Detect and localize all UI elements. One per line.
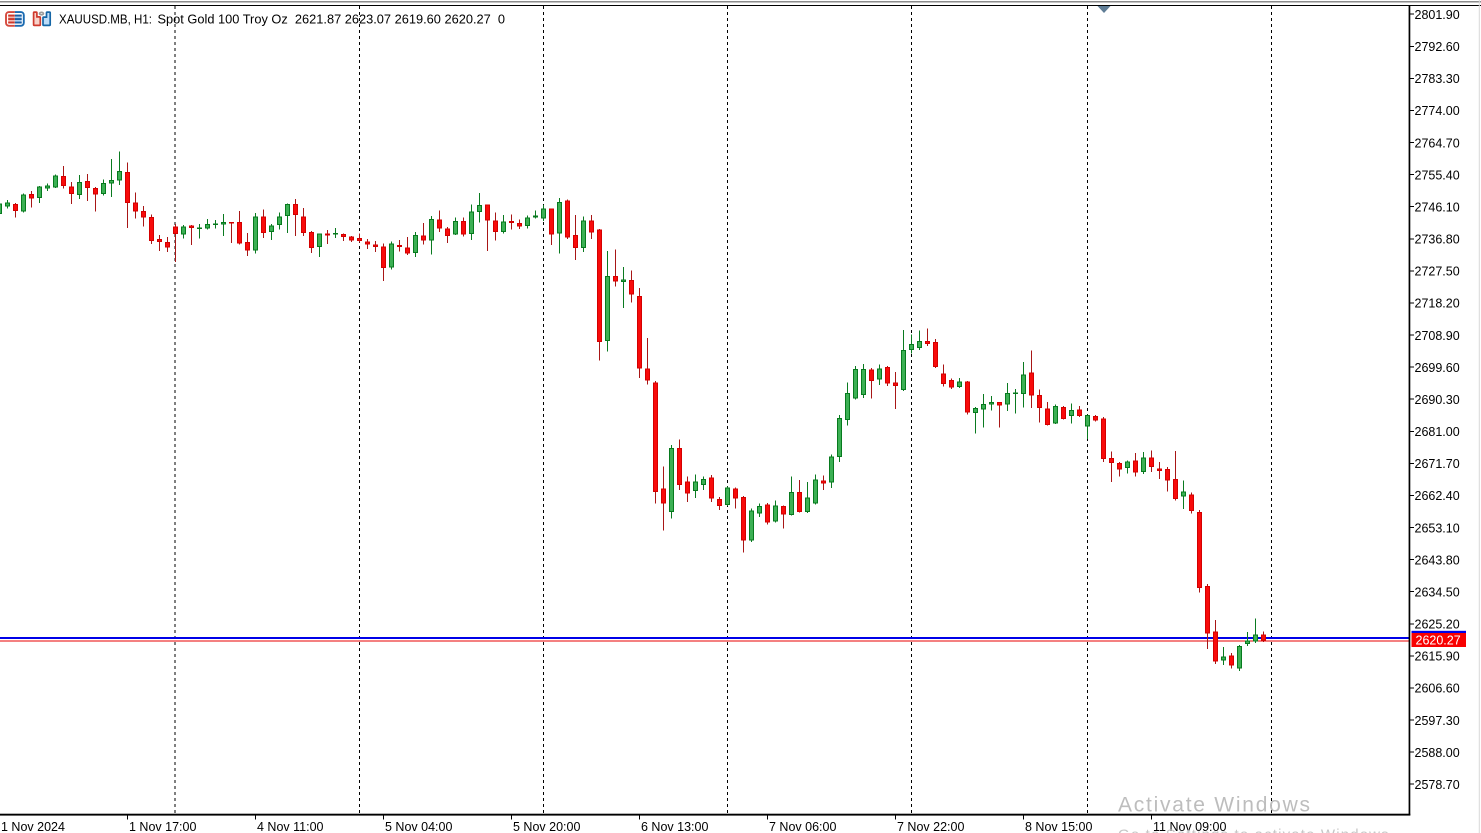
svg-text:2662.40: 2662.40 (1415, 489, 1460, 503)
svg-text:2708.90: 2708.90 (1415, 329, 1460, 343)
svg-text:8 Nov 15:00: 8 Nov 15:00 (1025, 820, 1092, 833)
svg-text:2653.10: 2653.10 (1415, 521, 1460, 535)
svg-text:2690.30: 2690.30 (1415, 393, 1460, 407)
svg-text:2578.70: 2578.70 (1415, 778, 1460, 792)
svg-text:2681.00: 2681.00 (1415, 425, 1460, 439)
svg-text:2671.70: 2671.70 (1415, 457, 1460, 471)
svg-text:2615.90: 2615.90 (1415, 650, 1460, 664)
svg-text:5 Nov 04:00: 5 Nov 04:00 (385, 820, 452, 833)
svg-text:11 Nov 09:00: 11 Nov 09:00 (1153, 820, 1226, 833)
svg-text:2625.20: 2625.20 (1415, 618, 1460, 632)
svg-text:2643.80: 2643.80 (1415, 553, 1460, 567)
svg-text:4 Nov 11:00: 4 Nov 11:00 (257, 820, 324, 833)
svg-text:2699.60: 2699.60 (1415, 361, 1460, 375)
svg-text:7 Nov 22:00: 7 Nov 22:00 (897, 820, 964, 833)
svg-text:Activate Windows: Activate Windows (1118, 793, 1310, 816)
svg-text:1 Nov 2024: 1 Nov 2024 (1, 820, 65, 833)
svg-text:2792.60: 2792.60 (1415, 40, 1460, 54)
svg-text:XAUUSD.MB, H1:: XAUUSD.MB, H1: (59, 12, 152, 26)
svg-text:2783.30: 2783.30 (1415, 72, 1460, 86)
svg-text:2774.00: 2774.00 (1415, 104, 1460, 118)
svg-text:2755.40: 2755.40 (1415, 168, 1460, 182)
svg-text:1 Nov 17:00: 1 Nov 17:00 (129, 820, 196, 833)
svg-text:Go to Settings to activate Win: Go to Settings to activate Windows. (1118, 827, 1394, 833)
svg-text:2588.00: 2588.00 (1415, 746, 1460, 760)
svg-text:2764.70: 2764.70 (1415, 136, 1460, 150)
svg-text:7 Nov 06:00: 7 Nov 06:00 (769, 820, 836, 833)
svg-text:2801.90: 2801.90 (1415, 8, 1460, 22)
svg-text:5 Nov 20:00: 5 Nov 20:00 (513, 820, 580, 833)
svg-text:2634.50: 2634.50 (1415, 585, 1460, 599)
svg-text:2606.60: 2606.60 (1415, 682, 1460, 696)
svg-text:6 Nov 13:00: 6 Nov 13:00 (641, 820, 708, 833)
svg-text:2620.27: 2620.27 (1416, 634, 1461, 648)
svg-text:2718.20: 2718.20 (1415, 297, 1460, 311)
svg-text:2727.50: 2727.50 (1415, 265, 1460, 279)
svg-text:2736.80: 2736.80 (1415, 233, 1460, 247)
svg-text:Spot Gold 100 Troy Oz 2621.87: Spot Gold 100 Troy Oz 2621.87 2623.07 26… (158, 11, 506, 26)
svg-text:2746.10: 2746.10 (1415, 200, 1460, 214)
svg-text:2597.30: 2597.30 (1415, 714, 1460, 728)
